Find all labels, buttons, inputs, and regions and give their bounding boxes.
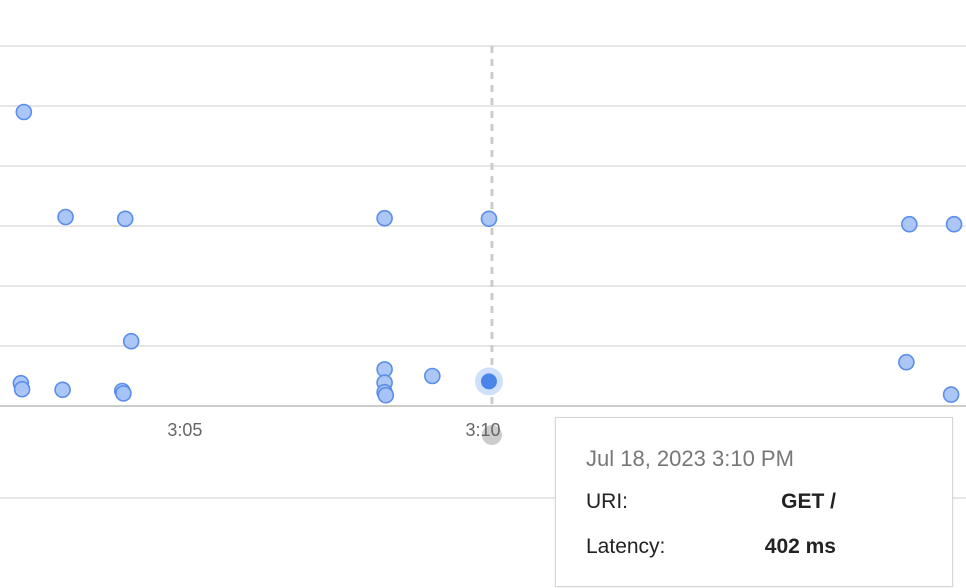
gridlines <box>0 45 966 499</box>
tooltip-uri-value: GET / <box>781 490 836 513</box>
data-point[interactable] <box>54 381 71 399</box>
tooltip-uri-label: URI: <box>586 490 628 513</box>
data-point[interactable] <box>116 210 134 228</box>
crosshair-marker <box>481 425 502 445</box>
point-tooltip: Jul 18, 2023 3:10 PM URI: GET / Latency:… <box>555 417 953 587</box>
data-point[interactable] <box>942 386 960 403</box>
tooltip-date: Jul 18, 2023 3:10 PM <box>586 446 794 471</box>
data-point[interactable] <box>115 385 132 402</box>
data-point[interactable] <box>377 386 395 404</box>
data-point[interactable] <box>15 103 33 121</box>
x-tick-label: 3:10 <box>465 420 500 440</box>
data-point[interactable] <box>898 353 915 371</box>
data-point[interactable] <box>424 367 441 385</box>
data-points[interactable] <box>12 103 963 404</box>
data-point[interactable] <box>13 380 31 398</box>
x-tick-label: 3:05 <box>167 420 202 440</box>
data-point[interactable] <box>57 208 74 226</box>
data-point[interactable] <box>122 332 140 350</box>
data-point[interactable] <box>901 215 918 233</box>
data-point[interactable] <box>480 210 498 228</box>
selected-data-point[interactable] <box>480 373 497 390</box>
hover-crosshair <box>481 46 502 445</box>
data-point[interactable] <box>945 215 963 233</box>
tooltip-latency-value: 402 ms <box>764 535 836 558</box>
data-point[interactable] <box>376 209 393 227</box>
tooltip-latency-label: Latency: <box>586 535 666 558</box>
